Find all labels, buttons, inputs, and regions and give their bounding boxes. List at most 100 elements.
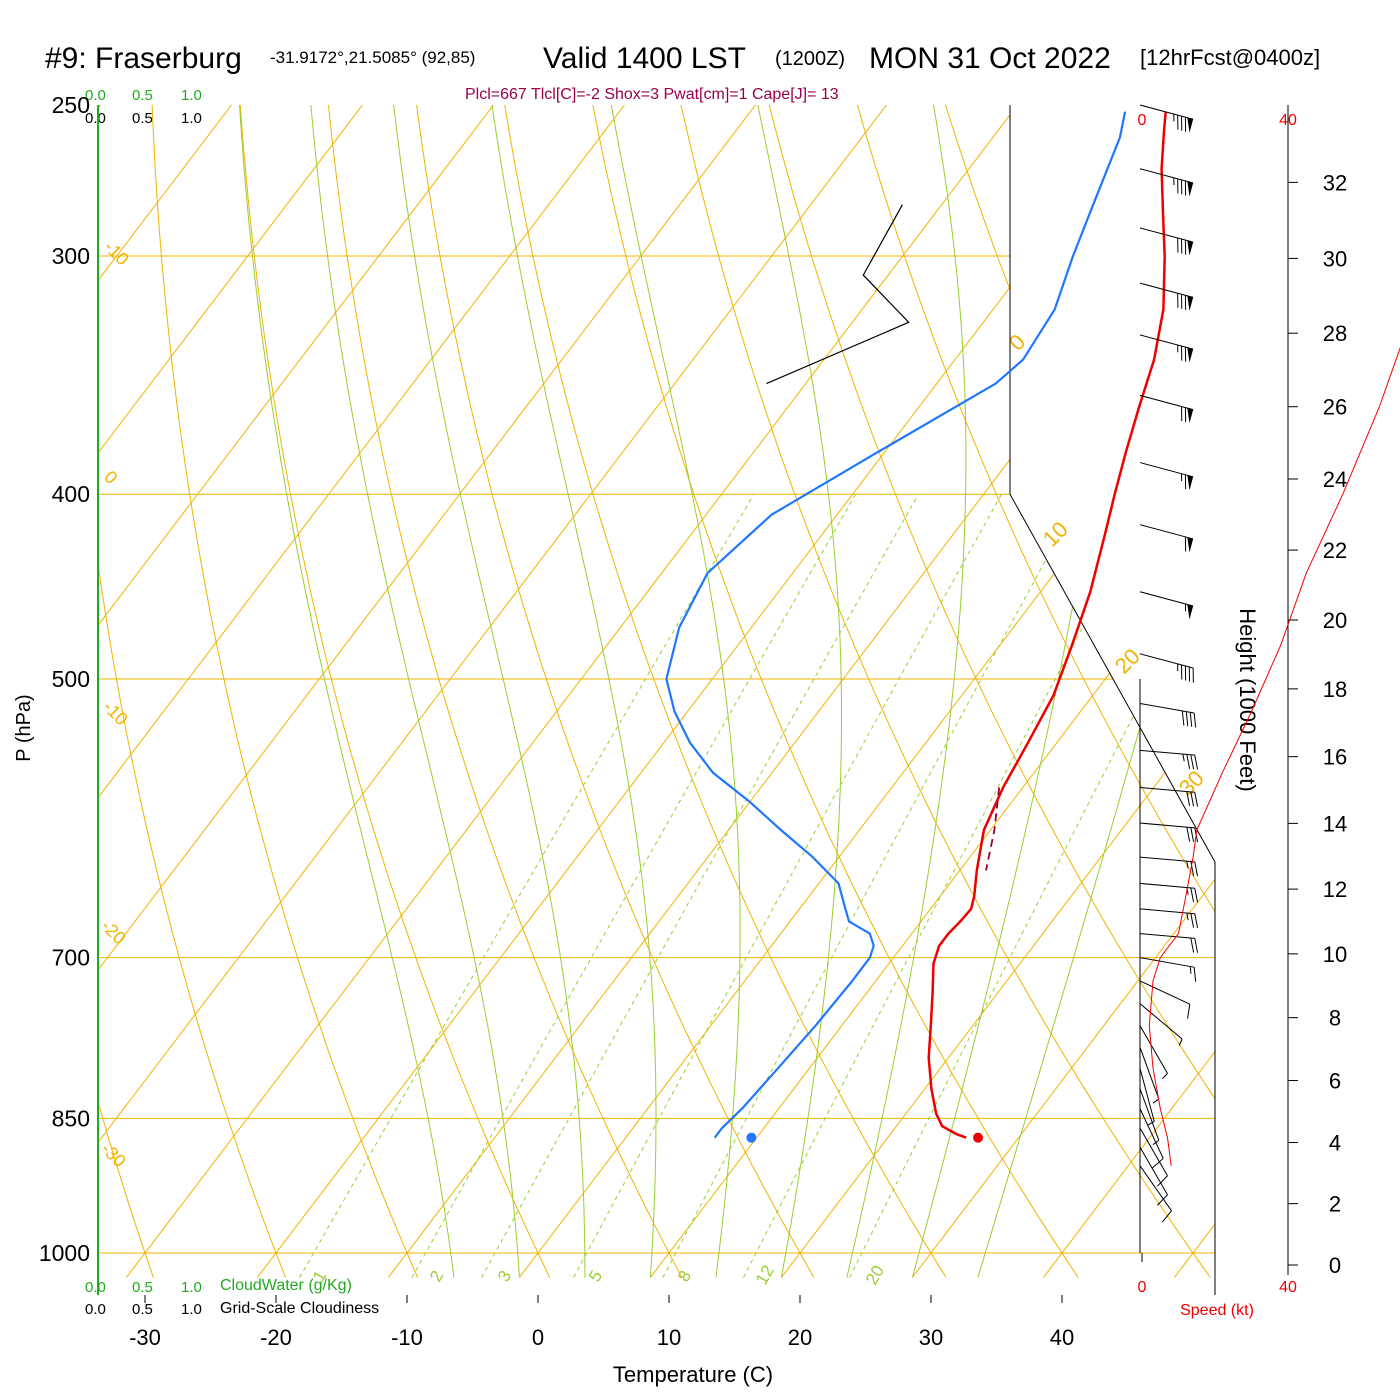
wind-barb-full xyxy=(1190,791,1195,807)
wind-barb xyxy=(1139,908,1199,929)
wind-barb xyxy=(1139,653,1194,683)
utc-time: (1200Z) xyxy=(775,48,845,70)
pressure-tick-label: 700 xyxy=(52,945,90,971)
wind-barb-staff xyxy=(1139,1165,1172,1212)
mixing-ratio-line xyxy=(743,493,1155,1278)
height-axis-tick-label: 6 xyxy=(1329,1069,1341,1094)
isotherm-label-0-left: 0 xyxy=(100,467,121,488)
wind-barb-staff xyxy=(1139,227,1194,243)
moist-adiabat xyxy=(239,105,455,1278)
wind-barb-full xyxy=(1190,887,1195,903)
surface-dewpoint-marker xyxy=(746,1132,757,1143)
height-axis-tick-label: 4 xyxy=(1329,1131,1341,1156)
isotherm-label-20: 20 xyxy=(1110,644,1145,679)
wind-barb-full xyxy=(1186,827,1191,842)
wind-barb-full xyxy=(1193,967,1197,982)
wind-barb-staff xyxy=(1139,334,1194,350)
wind-speed-line xyxy=(1148,346,1400,1166)
wind-barb xyxy=(1139,1047,1160,1104)
forecast-label: [12hrFcst@0400z] xyxy=(1140,45,1320,70)
plot-frame xyxy=(97,105,1216,1295)
wind-barb-staff xyxy=(1139,1127,1168,1176)
mixing-ratio-label-20: 20 xyxy=(862,1262,888,1288)
isotherm-line xyxy=(1305,105,1400,1277)
wind-barb xyxy=(1139,591,1194,620)
wind-barb xyxy=(1139,282,1194,311)
wind-barb-flag xyxy=(1187,408,1194,424)
wind-barb-half xyxy=(1178,1038,1183,1046)
isotherm-line xyxy=(125,105,1018,1278)
isotherm-label-10: 10 xyxy=(1038,517,1073,552)
wind-barb xyxy=(1139,1003,1183,1046)
wind-barb-staff xyxy=(1139,882,1195,889)
wind-barb-full xyxy=(1190,754,1195,770)
station-title: #9: Fraserburg xyxy=(45,42,242,75)
wind-barb xyxy=(1139,980,1191,1019)
wind-barbs xyxy=(1139,104,1199,1253)
speed-tick-label-top: 0 xyxy=(1138,112,1147,129)
height-axis-tick-label: 20 xyxy=(1323,608,1347,633)
height-axis-tick-label: 32 xyxy=(1323,170,1347,195)
x-axis-tick-label: -10 xyxy=(391,1325,423,1350)
wind-barb xyxy=(1139,957,1197,982)
wind-barb-full xyxy=(1189,712,1193,727)
pressure-tick-label: 400 xyxy=(52,481,90,507)
isotherm-line xyxy=(98,105,494,1278)
mixing-ratio-label-2: 2 xyxy=(426,1267,447,1285)
wind-barb-full xyxy=(1190,913,1195,928)
valid-time: Valid 1400 LST xyxy=(543,42,746,75)
height-axis-tick-label: 2 xyxy=(1329,1192,1341,1217)
mixing-ratio-label-5: 5 xyxy=(585,1267,606,1285)
isotherm-line xyxy=(98,105,363,1278)
wind-barb xyxy=(1139,1165,1172,1223)
wind-barb-full xyxy=(1186,791,1191,806)
wind-barb-staff xyxy=(1139,394,1194,411)
height-axis-tick-label: 12 xyxy=(1323,877,1347,902)
x-axis-tick-label: 10 xyxy=(657,1325,681,1350)
wind-barb-full xyxy=(1185,711,1189,727)
mixing-ratio-line xyxy=(849,493,1215,1278)
moist-adiabat xyxy=(393,105,586,1278)
wind-barb-staff xyxy=(1139,1088,1160,1141)
dry-adiabat xyxy=(327,105,683,1278)
wind-barb-staff xyxy=(1139,1108,1164,1159)
wind-barb-staff xyxy=(1139,1047,1160,1100)
wind-barb-staff xyxy=(1139,282,1194,298)
height-axis-tick-label: 30 xyxy=(1323,246,1347,271)
wind-barb-full xyxy=(1194,888,1199,903)
wind-barb-full xyxy=(1151,1158,1164,1169)
dry-adiabat xyxy=(592,105,1079,1278)
height-axis-tick-label: 28 xyxy=(1323,321,1347,346)
height-axis-tick-label: 24 xyxy=(1323,467,1347,492)
wind-barb xyxy=(1139,882,1199,903)
wind-barb xyxy=(1139,394,1194,424)
wind-barb-flag xyxy=(1187,117,1194,133)
wind-barb-staff xyxy=(1139,1003,1183,1040)
wind-barb xyxy=(1139,1088,1160,1146)
height-axis-tick-label: 22 xyxy=(1323,538,1347,563)
wind-barb xyxy=(1139,1068,1155,1126)
parcel-line xyxy=(985,787,1001,871)
wind-barb-staff xyxy=(1139,856,1195,863)
x-axis-tick-label: -30 xyxy=(129,1325,161,1350)
isotherm-line xyxy=(98,105,887,1278)
moist-adiabat xyxy=(491,105,657,1278)
wind-barb-full xyxy=(1181,710,1185,726)
pressure-tick-label: 1000 xyxy=(39,1240,90,1266)
wind-barb-full xyxy=(1190,827,1195,842)
speed-tick-label-bottom: 0 xyxy=(1138,1279,1147,1296)
mixing-ratio-line xyxy=(299,493,755,1278)
wind-barb xyxy=(1139,1108,1164,1169)
speed-tick-label-top: 40 xyxy=(1279,112,1297,129)
wind-barb-staff xyxy=(1139,822,1195,829)
wind-barb xyxy=(1139,749,1199,770)
cloudiness-tick-top-0: 0.0 xyxy=(85,110,106,127)
wind-barb-staff xyxy=(1139,462,1194,478)
cloudwater-tick-top-0: 0.0 xyxy=(85,87,106,104)
wind-barb-half xyxy=(1152,1098,1160,1104)
cloudiness-line xyxy=(766,204,910,385)
wind-barb xyxy=(1139,1025,1168,1079)
x-axis-tick-label: -20 xyxy=(260,1325,292,1350)
speed-tick-label-bottom: 40 xyxy=(1279,1279,1297,1296)
wind-barb xyxy=(1139,933,1199,953)
